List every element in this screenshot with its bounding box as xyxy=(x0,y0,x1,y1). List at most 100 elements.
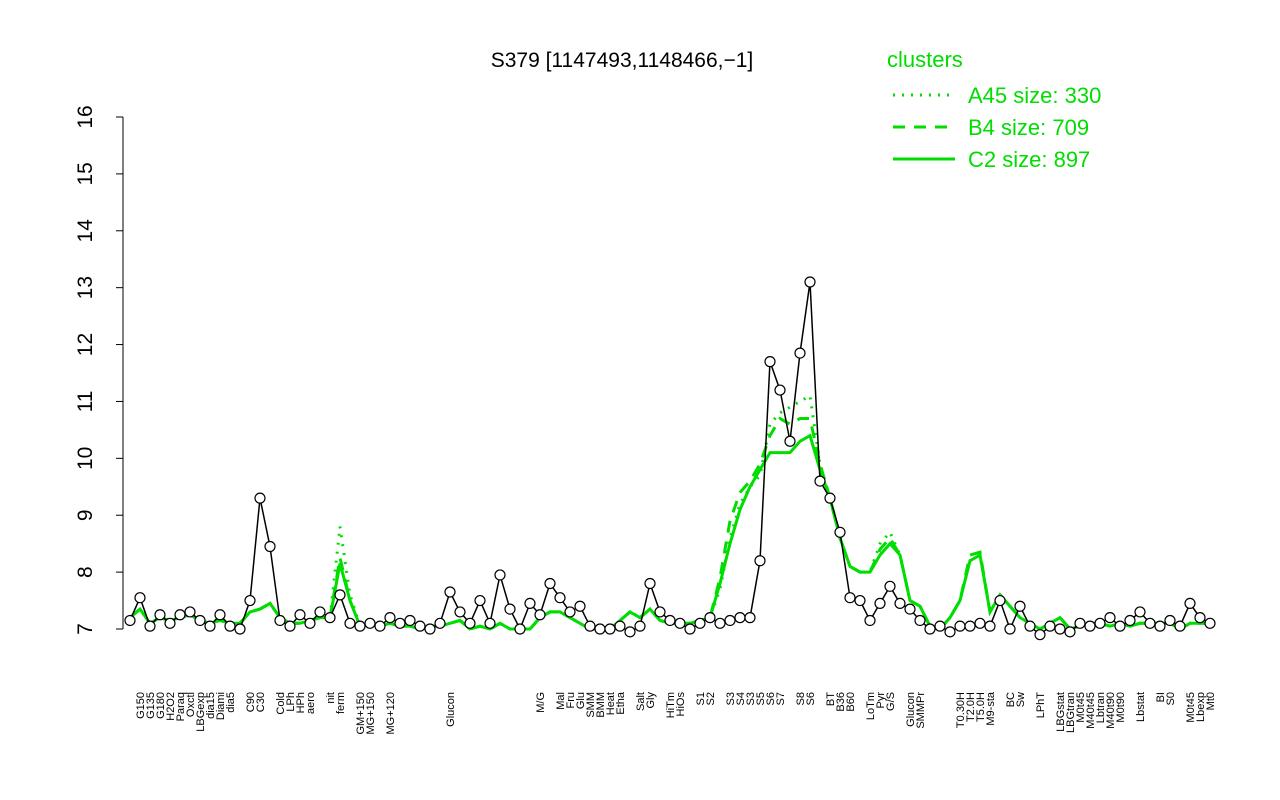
point xyxy=(814,475,826,487)
x-tick-label: Sw xyxy=(1015,692,1027,707)
x-tick-label: S0 xyxy=(1165,692,1177,705)
point xyxy=(1014,600,1026,612)
x-tick-label: dia15 xyxy=(205,692,217,719)
x-tick-label: S3 xyxy=(745,692,757,705)
x-tick-label: G135 xyxy=(145,692,157,719)
line xyxy=(129,393,1210,631)
point xyxy=(754,555,766,567)
point xyxy=(1194,612,1206,624)
point xyxy=(834,526,846,538)
point xyxy=(444,586,456,598)
point xyxy=(474,594,486,607)
point xyxy=(604,623,616,635)
x-tick-label: M0t45 xyxy=(1075,692,1087,723)
point xyxy=(514,623,526,635)
point xyxy=(1114,620,1126,632)
x-tick-label: Glucon xyxy=(445,692,457,727)
point xyxy=(354,620,366,632)
point xyxy=(874,597,886,610)
point xyxy=(984,620,996,632)
point xyxy=(964,620,976,632)
x-tick-label: Salt xyxy=(635,692,647,711)
point xyxy=(484,617,496,629)
x-tick-label: Mal xyxy=(555,692,567,710)
point xyxy=(1074,617,1086,629)
point xyxy=(184,606,196,618)
x-tick-label: M/G xyxy=(535,692,547,713)
point xyxy=(304,617,316,629)
x-tick-label: M40t90 xyxy=(1105,692,1117,729)
point xyxy=(974,617,986,629)
x-tick-label: S2 xyxy=(705,692,717,705)
x-tick-label: BI xyxy=(1155,692,1167,702)
point xyxy=(734,612,746,624)
point xyxy=(584,620,596,632)
point xyxy=(144,620,156,632)
x-tick-label: T5.0H xyxy=(975,692,987,722)
point xyxy=(1174,620,1186,632)
x-tick-label: Fru xyxy=(565,692,577,709)
point xyxy=(414,620,426,632)
point xyxy=(194,614,206,627)
chart-title: S379 [1147493,1148466,−1] xyxy=(491,49,754,72)
point xyxy=(314,606,326,618)
x-tick-label: Oxctl xyxy=(185,692,197,717)
point xyxy=(744,612,756,624)
x-tick-label: Glu xyxy=(575,692,587,709)
x-tick-label: T0.30H xyxy=(955,692,967,728)
line xyxy=(129,281,1211,636)
point xyxy=(504,603,516,615)
point xyxy=(544,577,556,590)
point xyxy=(1004,623,1016,635)
point xyxy=(594,623,606,635)
x-tick-label: LBGtran xyxy=(1065,692,1077,733)
point xyxy=(784,435,796,447)
point xyxy=(324,612,336,624)
point xyxy=(494,569,506,581)
point xyxy=(704,612,716,624)
x-tick-label: S6 xyxy=(805,692,817,705)
point xyxy=(274,614,286,627)
point xyxy=(1164,614,1176,627)
point xyxy=(954,620,966,632)
x-tick-label: SMM xyxy=(585,692,597,718)
x-tick-label: SMMPr xyxy=(915,692,927,729)
point xyxy=(634,620,646,632)
x-tick-label: M40t45 xyxy=(1085,692,1097,729)
x-tick-label: Cold xyxy=(275,692,287,715)
y-tick-label: 10 xyxy=(74,447,97,470)
x-tick-label: Glucon xyxy=(905,692,917,727)
point xyxy=(824,492,836,504)
point xyxy=(1084,620,1096,632)
point xyxy=(564,606,576,618)
point xyxy=(204,620,216,632)
point xyxy=(904,603,916,615)
point xyxy=(224,620,236,632)
x-tick-label: S4 xyxy=(735,692,747,705)
point xyxy=(214,609,226,621)
x-tick-label: M0t90 xyxy=(1115,692,1127,723)
x-tick-label: Diami xyxy=(215,692,227,720)
x-tick-label: BC xyxy=(1005,692,1017,707)
x-tick-label: S6 xyxy=(765,692,777,705)
x-tick-label: GM+150 xyxy=(355,692,367,735)
legend-label: C2 size: 897 xyxy=(968,147,1090,172)
point xyxy=(254,492,266,504)
point xyxy=(644,577,656,590)
point xyxy=(1124,614,1136,627)
point xyxy=(994,594,1006,607)
point xyxy=(1024,620,1036,632)
point xyxy=(134,592,146,604)
x-tick-label: M0t45 xyxy=(1185,692,1197,723)
point xyxy=(404,614,416,627)
x-tick-label: H2O2 xyxy=(165,692,177,721)
x-tick-label: S1 xyxy=(695,692,707,705)
x-tick-label: B36 xyxy=(835,692,847,712)
point xyxy=(294,609,306,621)
x-tick-label: S5 xyxy=(755,692,767,705)
point xyxy=(424,623,436,635)
y-tick-label: 8 xyxy=(74,566,97,578)
point xyxy=(174,609,186,621)
point xyxy=(534,609,546,621)
